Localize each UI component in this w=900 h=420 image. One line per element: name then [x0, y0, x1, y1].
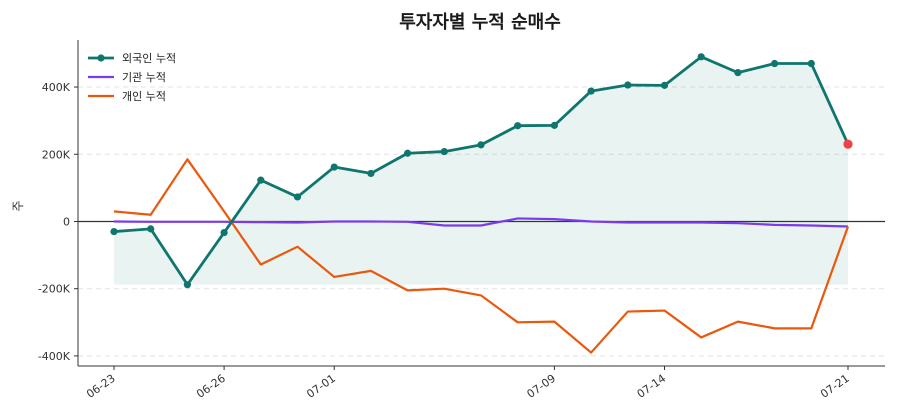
- legend-label: 외국인 누적: [122, 52, 176, 65]
- x-tick-label: 06-23: [84, 372, 118, 401]
- series-point: [587, 87, 595, 95]
- y-axis-label: 주: [11, 200, 25, 211]
- series-point: [404, 149, 412, 157]
- series-point: [550, 121, 559, 129]
- legend-label: 개인 누적: [122, 90, 166, 103]
- y-tick-label: -400K: [38, 350, 71, 363]
- series-point: [293, 193, 302, 201]
- series-point: [771, 59, 779, 68]
- series-line: [113, 217, 849, 228]
- x-tick-label: 07-09: [524, 372, 558, 401]
- x-ticks: 06-23 06-26 07-01 07-09 07-14 07-21: [84, 366, 852, 401]
- series-point: [807, 59, 815, 68]
- x-tick-label: 07-01: [304, 372, 338, 401]
- legend-label: 기관 누적: [122, 71, 166, 84]
- series-point: [660, 81, 669, 89]
- chart-title: 투자자별 누적 순매수: [399, 12, 561, 33]
- y-tick-label: 0: [63, 215, 70, 228]
- series-point: [367, 169, 375, 178]
- series-point: [514, 122, 522, 130]
- series-point: [147, 225, 155, 233]
- x-tick-label: 06-26: [194, 372, 228, 401]
- y-ticks: -400K -200K 0 200K 400K: [38, 81, 78, 363]
- y-tick-label: -200K: [38, 283, 71, 296]
- series-point: [257, 176, 265, 184]
- x-tick-label: 07-14: [635, 372, 669, 401]
- series-point: [697, 53, 705, 61]
- series-point: [220, 228, 228, 237]
- fill-layer: [114, 56, 848, 285]
- series-line: [113, 158, 850, 354]
- series-point: [440, 147, 448, 156]
- legend-marker: [97, 54, 105, 62]
- y-tick-label: 200K: [42, 148, 71, 161]
- axes: [77, 40, 885, 367]
- y-tick-label: 400K: [42, 81, 71, 94]
- series-point: [183, 281, 191, 289]
- series-point: [110, 227, 118, 236]
- series-point: [624, 81, 632, 89]
- series-point: [330, 163, 338, 171]
- series-point: [734, 69, 742, 77]
- series-point: [477, 141, 485, 149]
- series-fill-area: [114, 56, 848, 285]
- x-tick-label: 07-21: [818, 372, 852, 401]
- last-point-marker: [843, 139, 853, 149]
- series-layer: [110, 53, 853, 354]
